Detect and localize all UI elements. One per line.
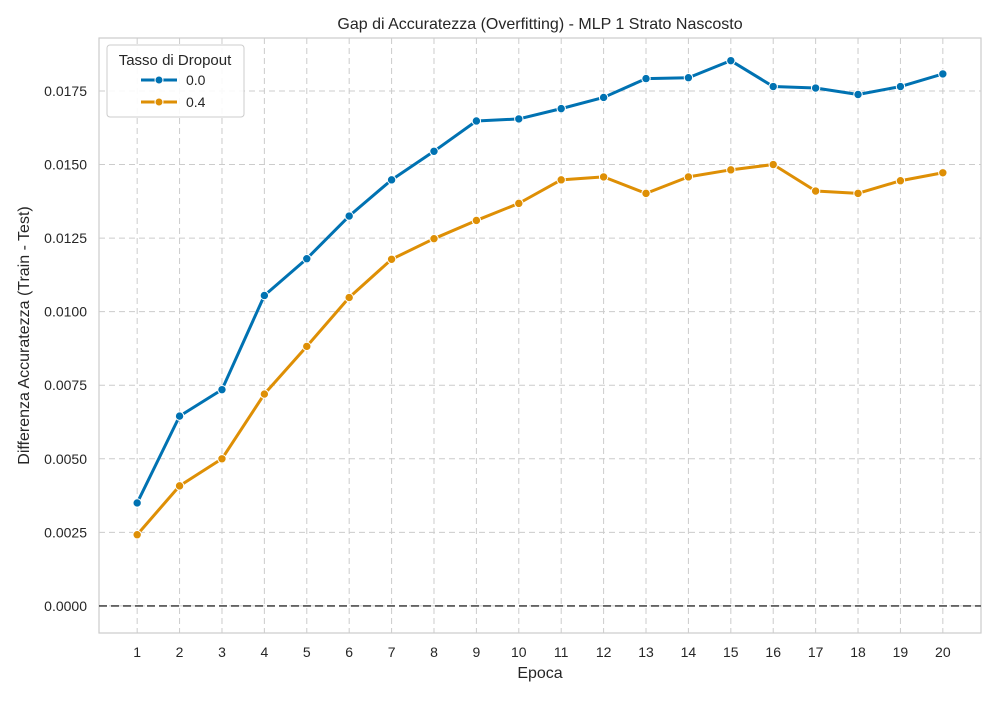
x-tick-label: 9 (472, 644, 480, 660)
series-0-point (132, 498, 142, 508)
x-tick-label: 20 (935, 644, 951, 660)
x-tick-label: 5 (303, 644, 311, 660)
series-1-point (174, 481, 185, 491)
series-1-point (683, 172, 694, 182)
series-0-point (683, 73, 694, 83)
x-tick-label: 6 (345, 644, 353, 660)
series-1-point (895, 176, 906, 186)
x-tick-label: 10 (511, 644, 527, 660)
series-1-point (726, 165, 736, 175)
series-1-point (514, 198, 524, 209)
series-1-point (598, 172, 609, 182)
series-0-point (174, 411, 185, 421)
series-0-point (302, 253, 312, 264)
series-0-point (853, 89, 863, 100)
plot-area (98, 37, 982, 634)
x-tick-label: 12 (596, 644, 612, 660)
x-tick-labels: 1 2 3 4 5 6 7 8 9 10 11 12 13 14 15 16 17 18 19 20 (133, 644, 951, 660)
series-0-point (641, 73, 651, 84)
y-tick-labels: 0.0000 0.0025 0.0050 0.0075 0.0100 0.0125 0.01… (44, 83, 87, 614)
series-line-1 (135, 163, 945, 537)
series-0-point (726, 55, 736, 66)
legend-label-1: 0.4 (186, 94, 206, 110)
series-0-point (895, 81, 906, 92)
x-tick-label: 15 (723, 644, 739, 660)
x-tick-label: 1 (133, 644, 141, 660)
series-1-point (641, 188, 651, 199)
x-tick-label: 8 (430, 644, 438, 660)
series-0-point (217, 384, 227, 395)
series-1-point (302, 341, 312, 352)
series-0-point (259, 290, 270, 301)
series-1-point (810, 186, 821, 196)
y-tick-label: 0.0050 (44, 451, 87, 467)
series-1-point (853, 188, 863, 199)
x-tick-label: 7 (388, 644, 396, 660)
x-tick-label: 19 (893, 644, 909, 660)
legend-marker-0 (154, 75, 164, 85)
series-1-point (259, 389, 270, 399)
series-0-point (344, 211, 354, 221)
legend-title: Tasso di Dropout (119, 52, 232, 69)
y-tick-label: 0.0175 (44, 83, 87, 99)
x-tick-label: 13 (638, 644, 654, 660)
x-tick-label: 11 (554, 644, 569, 660)
y-tick-label: 0.0025 (44, 524, 87, 540)
series-group (132, 55, 948, 540)
series-0-point (514, 114, 524, 124)
series-0-point (768, 81, 778, 92)
y-tick-label: 0.0100 (44, 304, 87, 320)
x-tick-label: 16 (765, 644, 781, 660)
y-tick-label: 0.0075 (44, 377, 87, 393)
legend-entry-0: 0.0 (141, 72, 206, 88)
series-1-point (344, 292, 354, 303)
series-1-point (132, 530, 142, 540)
series-1-point (556, 175, 566, 185)
y-tick-label: 0.0150 (44, 157, 87, 173)
y-tick-label: 0.0000 (44, 598, 87, 614)
series-1-point (429, 233, 439, 244)
series-0-point (556, 103, 566, 114)
x-tick-label: 3 (218, 644, 226, 660)
x-tick-label: 4 (260, 644, 268, 660)
series-line-0 (135, 59, 945, 505)
x-tick-label: 14 (681, 644, 697, 660)
series-0-point (429, 146, 439, 156)
series-0-point (386, 175, 397, 185)
series-0-point (598, 92, 609, 103)
x-tick-label: 2 (176, 644, 184, 660)
series-0-point (471, 116, 482, 126)
x-tick-label: 18 (850, 644, 866, 660)
legend-marker-1 (154, 97, 164, 107)
legend-label-0: 0.0 (186, 72, 206, 88)
series-1-point (386, 254, 397, 264)
series-0-point (810, 83, 821, 93)
y-axis-label: Differenza Accuratezza (Train - Test) (16, 206, 33, 464)
y-tick-label: 0.0125 (44, 230, 87, 246)
series-1-point (938, 168, 948, 178)
legend-entry-1: 0.4 (141, 94, 206, 110)
series-1-point (471, 215, 482, 226)
series-1-point (217, 454, 227, 464)
chart-title: Gap di Accuratezza (Overfitting) - MLP 1… (337, 16, 742, 33)
x-axis-label: Epoca (517, 665, 562, 682)
series-1-point (768, 159, 778, 170)
series-0-point (938, 69, 948, 79)
legend: Tasso di Dropout 0.0 0.4 (106, 44, 245, 118)
x-tick-label: 17 (808, 644, 824, 660)
